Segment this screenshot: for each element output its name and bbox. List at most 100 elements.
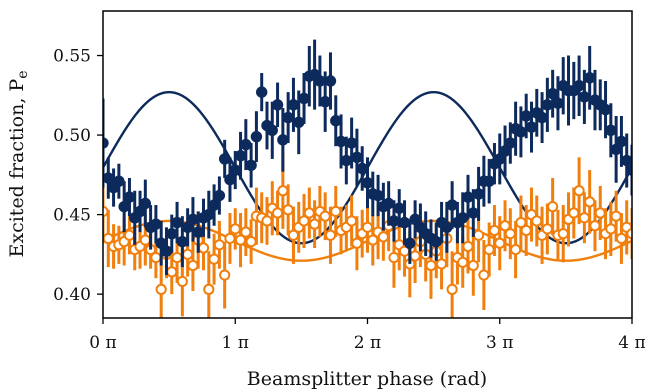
- data-point: [309, 218, 321, 230]
- data-point: [594, 207, 606, 219]
- y-axis: 0.40 0.45 0.50 0.55: [53, 47, 103, 305]
- data-point: [504, 228, 516, 240]
- data-point: [261, 215, 273, 227]
- data-point: [240, 226, 252, 238]
- x-tick-label: 4 π: [618, 333, 645, 353]
- data-point: [547, 201, 559, 213]
- data-point: [293, 116, 305, 129]
- data-point: [139, 234, 151, 246]
- data-point: [123, 229, 136, 241]
- data-point: [330, 205, 342, 218]
- data-point: [462, 240, 474, 253]
- data-point: [478, 269, 490, 281]
- y-tick-label: 0.40: [53, 285, 91, 305]
- data-point: [330, 115, 342, 127]
- data-point: [504, 137, 517, 149]
- data-point: [150, 218, 162, 230]
- y-tick-label: 0.50: [53, 126, 91, 146]
- data-point: [176, 235, 189, 248]
- series-1: [103, 39, 632, 276]
- data-point: [245, 236, 257, 248]
- data-point: [457, 256, 469, 268]
- data-point: [382, 197, 395, 210]
- data-point: [536, 111, 548, 124]
- y-tick-label: 0.45: [53, 206, 91, 226]
- data-point: [271, 99, 284, 111]
- data-point: [356, 162, 368, 175]
- data-point: [224, 173, 236, 186]
- data-point: [282, 111, 294, 124]
- data-point: [398, 216, 411, 229]
- data-point: [113, 175, 125, 187]
- data-point: [187, 213, 199, 226]
- data-point: [240, 138, 252, 151]
- x-tick-label: 2 π: [354, 333, 381, 353]
- data-point: [256, 86, 268, 98]
- data-point: [324, 229, 337, 241]
- x-axis: 0 π 1 π 2 π 3 π 4 π: [89, 318, 646, 353]
- data-point: [441, 221, 453, 234]
- data-point: [229, 164, 241, 176]
- data-point: [171, 251, 183, 264]
- data-point: [599, 103, 612, 116]
- data-point: [245, 159, 257, 171]
- data-point: [457, 212, 469, 224]
- data-point: [340, 154, 353, 167]
- data-point: [150, 251, 162, 264]
- data-point: [515, 126, 527, 138]
- data-point: [282, 204, 294, 216]
- data-point: [176, 275, 188, 288]
- data-point: [335, 135, 347, 148]
- data-point: [541, 99, 554, 111]
- data-point: [435, 258, 448, 270]
- data-point: [277, 185, 289, 197]
- data-point: [213, 239, 225, 251]
- data-point: [319, 210, 331, 222]
- data-point: [546, 88, 559, 100]
- data-point: [483, 175, 495, 187]
- data-point: [472, 188, 485, 200]
- data-point: [430, 235, 442, 248]
- data-point: [277, 134, 289, 146]
- data-point: [166, 227, 178, 240]
- data-point: [351, 151, 363, 164]
- data-point: [573, 80, 585, 92]
- data-point: [303, 207, 315, 219]
- data-point: [361, 177, 374, 189]
- data-point: [388, 215, 400, 227]
- data-point: [626, 228, 632, 240]
- data-point: [118, 200, 130, 213]
- data-point: [319, 95, 331, 108]
- data-point: [615, 135, 628, 148]
- data-point: [103, 172, 114, 184]
- data-point: [573, 185, 585, 197]
- x-tick-label: 1 π: [222, 333, 249, 353]
- data-point: [568, 207, 580, 219]
- data-point: [621, 154, 632, 167]
- data-point: [425, 259, 437, 272]
- data-point: [271, 207, 284, 219]
- data-point: [192, 226, 204, 238]
- data-point: [557, 228, 569, 240]
- data-point: [404, 237, 416, 249]
- data-point: [472, 229, 485, 241]
- data-point: [467, 259, 479, 272]
- data-point: [208, 199, 220, 211]
- data-point: [361, 221, 374, 233]
- data-point: [462, 191, 474, 203]
- data-point: [208, 253, 220, 265]
- data-point: [219, 269, 231, 281]
- data-point: [446, 283, 458, 295]
- data-point: [531, 215, 543, 227]
- data-point: [187, 259, 199, 272]
- data-point: [610, 210, 622, 222]
- data-point: [605, 124, 617, 137]
- data-point: [525, 121, 538, 133]
- data-point: [345, 137, 358, 149]
- data-point: [160, 245, 173, 257]
- data-point: [393, 202, 405, 214]
- data-point: [346, 215, 358, 227]
- data-layer: [103, 39, 632, 318]
